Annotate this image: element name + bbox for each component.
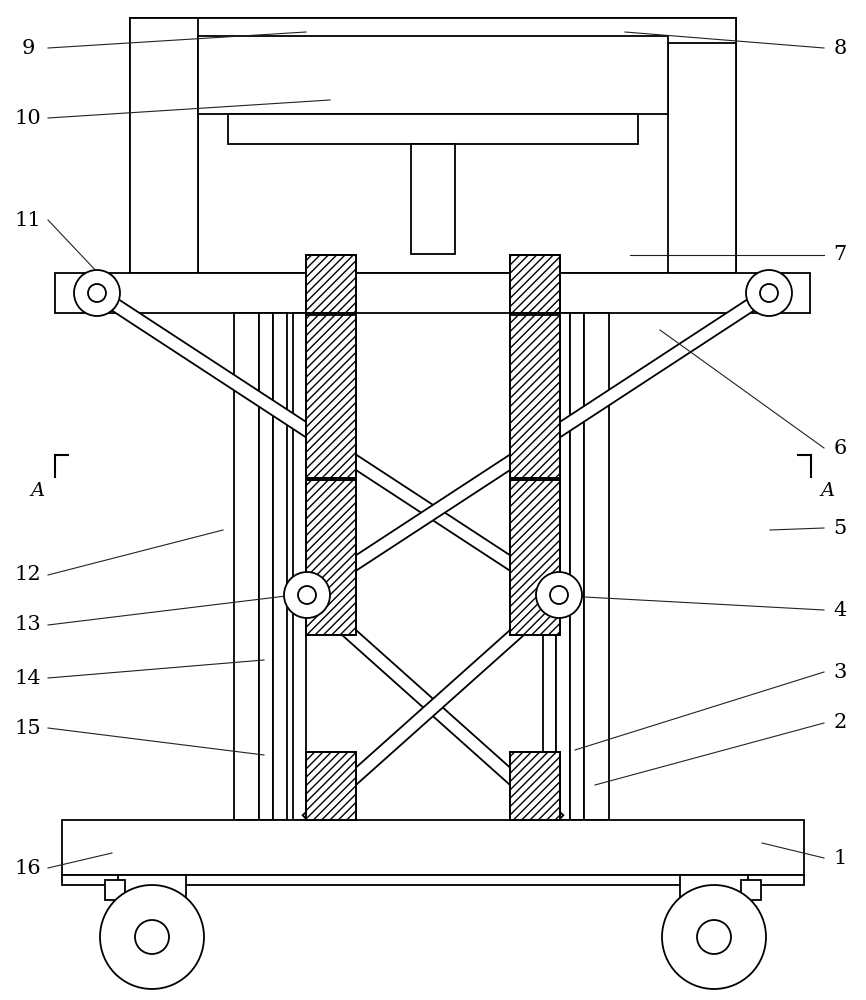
- Text: 4: 4: [833, 600, 847, 619]
- Bar: [105, 880, 125, 900]
- Bar: [118, 875, 186, 900]
- Bar: [584, 313, 609, 820]
- Circle shape: [697, 920, 731, 954]
- Bar: [510, 255, 560, 315]
- Circle shape: [662, 885, 766, 989]
- Bar: [510, 313, 560, 478]
- Text: 14: 14: [15, 668, 42, 688]
- Circle shape: [298, 586, 316, 604]
- Text: 5: 5: [833, 518, 847, 538]
- Bar: [510, 313, 560, 478]
- Text: 6: 6: [833, 438, 847, 458]
- Bar: [680, 875, 748, 900]
- Bar: [306, 752, 356, 820]
- Text: 11: 11: [15, 211, 42, 230]
- Bar: [543, 313, 556, 820]
- Bar: [510, 480, 560, 635]
- Bar: [510, 480, 560, 635]
- Text: A: A: [31, 482, 45, 500]
- Bar: [62, 820, 804, 875]
- Text: 8: 8: [833, 38, 847, 57]
- Text: 13: 13: [15, 615, 42, 635]
- Bar: [510, 752, 560, 820]
- Circle shape: [74, 270, 120, 316]
- Text: 3: 3: [833, 662, 847, 682]
- Bar: [306, 313, 356, 478]
- Polygon shape: [303, 590, 563, 825]
- Bar: [55, 273, 810, 313]
- Bar: [259, 313, 273, 820]
- Bar: [62, 875, 804, 885]
- Polygon shape: [303, 288, 772, 600]
- Bar: [228, 114, 638, 144]
- Text: 7: 7: [833, 245, 847, 264]
- Bar: [130, 18, 736, 273]
- Bar: [570, 313, 584, 820]
- Bar: [306, 480, 356, 635]
- Text: A: A: [821, 482, 835, 500]
- Bar: [234, 313, 259, 820]
- Circle shape: [760, 284, 778, 302]
- Circle shape: [536, 572, 582, 618]
- Circle shape: [88, 284, 106, 302]
- Bar: [306, 313, 356, 478]
- Bar: [741, 880, 761, 900]
- Circle shape: [746, 270, 792, 316]
- Text: 2: 2: [833, 714, 847, 732]
- Bar: [273, 313, 287, 820]
- Bar: [306, 255, 356, 315]
- Bar: [198, 36, 668, 114]
- Bar: [306, 752, 356, 820]
- Circle shape: [135, 920, 169, 954]
- Polygon shape: [303, 590, 563, 825]
- Polygon shape: [94, 288, 563, 600]
- Bar: [130, 18, 736, 43]
- Bar: [306, 480, 356, 635]
- Text: 16: 16: [15, 858, 42, 878]
- Circle shape: [284, 572, 330, 618]
- Bar: [306, 255, 356, 315]
- Text: 15: 15: [15, 718, 42, 738]
- Text: 12: 12: [15, 566, 42, 584]
- Bar: [293, 313, 306, 820]
- Bar: [411, 144, 455, 254]
- Bar: [130, 18, 198, 273]
- Circle shape: [550, 586, 568, 604]
- Bar: [130, 18, 198, 273]
- Text: 9: 9: [22, 38, 35, 57]
- Bar: [556, 313, 570, 820]
- Bar: [510, 752, 560, 820]
- Text: 1: 1: [833, 848, 847, 867]
- Text: 10: 10: [15, 108, 42, 127]
- Bar: [510, 255, 560, 315]
- Circle shape: [100, 885, 204, 989]
- Bar: [668, 18, 736, 273]
